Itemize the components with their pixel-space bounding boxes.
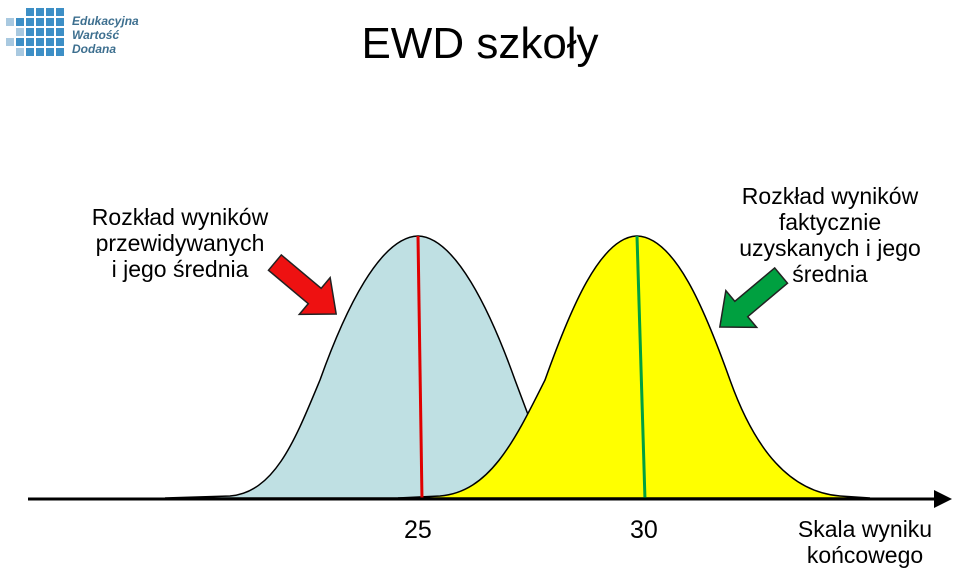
predicted-mean-line (416, 235, 424, 501)
logo-line-3: Dodana (72, 42, 117, 56)
right-arrow-icon (718, 266, 789, 329)
edukacyjna-wartosc-dodana-logo: Edukacyjna Wartość Dodana (4, 4, 144, 60)
logo-line-1: Edukacyjna (72, 14, 139, 28)
x-axis-label-line-2: końcowego (806, 542, 924, 568)
logo-line-2: Wartość (72, 28, 120, 42)
tick-label-25: 25 (404, 516, 432, 544)
predicted-label-line-2: przewidywanych (95, 230, 265, 256)
left-arrow-icon (267, 253, 338, 316)
tick-label-30: 30 (630, 516, 658, 544)
predicted-distribution-label: Rozkład wyników przewidywanych i jego śr… (60, 204, 300, 282)
logo-grid-icon (6, 8, 64, 56)
x-axis-arrowhead (934, 490, 952, 508)
actual-label-line-4: średnia (792, 261, 868, 287)
x-axis-label: Skala wyniku końcowego (780, 516, 950, 568)
actual-label-line-2: faktycznie (778, 209, 882, 235)
actual-label-line-3: uzyskanych i jego (739, 235, 921, 261)
predicted-label-line-1: Rozkład wyników (91, 204, 269, 230)
logo-text: Edukacyjna Wartość Dodana (72, 14, 139, 56)
actual-mean-line (635, 235, 647, 501)
page-title: EWD szkoły (361, 19, 599, 68)
actual-label-line-1: Rozkład wyników (741, 183, 919, 209)
predicted-label-line-3: i jego średnia (111, 256, 249, 282)
actual-distribution-label: Rozkład wyników faktycznie uzyskanych i … (710, 183, 950, 287)
x-axis-label-line-1: Skala wyniku (797, 516, 933, 542)
